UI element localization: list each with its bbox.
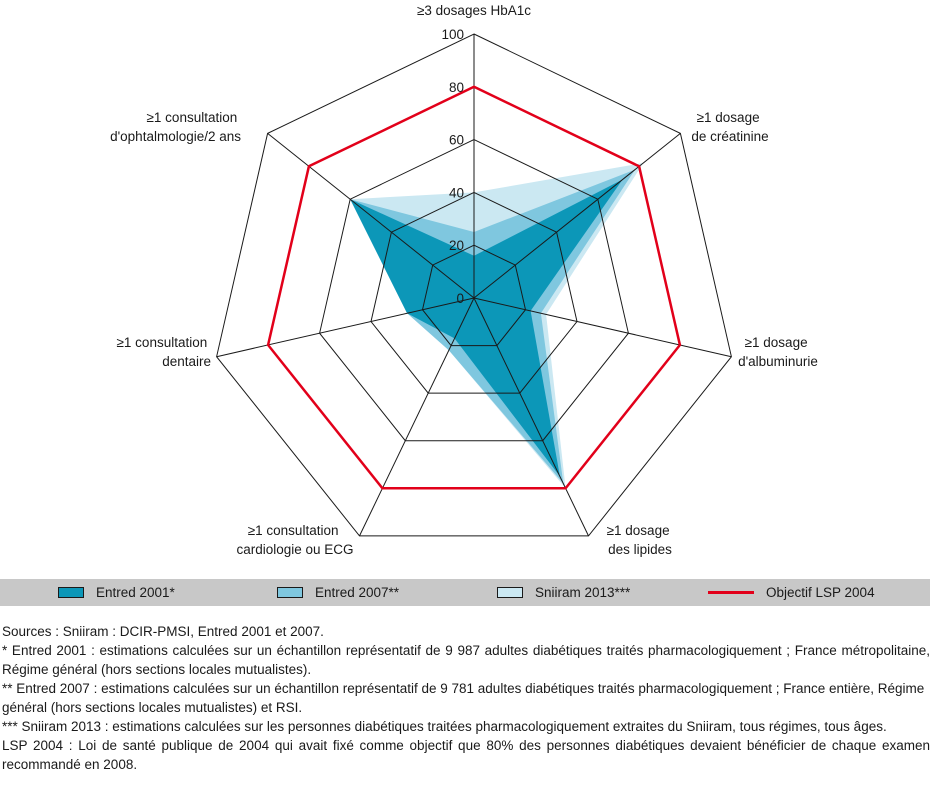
- note-sources: Sources : Sniiram : DCIR-PMSI, Entred 20…: [2, 624, 324, 639]
- grid-spoke-5: [216, 297, 475, 358]
- legend-swatch-entred-2001: [58, 587, 84, 598]
- note-entred-2001: * Entred 2001 : estimations calculées su…: [2, 643, 930, 677]
- axis-label-cardiologie: ≥1 consultation cardiologie ou ECG: [236, 523, 353, 557]
- legend-item-sniiram-2013: Sniiram 2013***: [497, 579, 630, 606]
- legend-swatch-entred-2007: [277, 587, 303, 598]
- axis-label-ophtalmologie: ≥1 consultation d'ophtalmologie/2 ans: [110, 110, 241, 144]
- legend-item-objectif-lsp: Objectif LSP 2004: [708, 579, 875, 606]
- grid-ring-20: [421, 244, 527, 347]
- note-sniiram-2013: *** Sniiram 2013 : estimations calculées…: [2, 719, 887, 734]
- grid-spoke-4: [359, 297, 475, 537]
- axis-label-lipides: ≥1 dosage des lipides: [607, 523, 674, 557]
- tick-label-20: 20: [449, 238, 464, 253]
- tick-label-100: 100: [441, 27, 464, 42]
- footnotes: Sources : Sniiram : DCIR-PMSI, Entred 20…: [2, 622, 930, 774]
- axis-labels: ≥3 dosages HbA1c ≥1 dosage de créatinine…: [110, 3, 818, 557]
- legend-label-entred-2001: Entred 2001*: [96, 585, 175, 600]
- radar-chart: 0 20 40 60 80 100 ≥3 dosages HbA1c ≥1 do…: [110, 3, 818, 557]
- note-entred-2007: ** Entred 2007 : estimations calculées s…: [2, 681, 925, 715]
- axis-label-albuminurie: ≥1 dosage d'albuminurie: [738, 335, 818, 369]
- legend-label-objectif-lsp: Objectif LSP 2004: [766, 585, 875, 600]
- axis-label-hba1c: ≥3 dosages HbA1c: [417, 3, 531, 18]
- grid-spoke-3: [473, 297, 589, 537]
- legend-item-entred-2007: Entred 2007**: [277, 579, 399, 606]
- note-lsp-2004: LSP 2004 : Loi de santé publique de 2004…: [2, 738, 930, 772]
- tick-label-60: 60: [449, 133, 464, 148]
- grid-spoke-2: [473, 297, 732, 358]
- target-line-objectif-lsp: [266, 85, 682, 490]
- grid-spoke-1: [473, 133, 681, 299]
- axis-label-dentaire: ≥1 consultation dentaire: [117, 335, 211, 369]
- legend-item-entred-2001: Entred 2001*: [58, 579, 175, 606]
- tick-label-0: 0: [456, 291, 464, 306]
- legend: Entred 2001* Entred 2007** Sniiram 2013*…: [0, 579, 930, 606]
- tick-label-80: 80: [449, 80, 464, 95]
- legend-label-entred-2007: Entred 2007**: [315, 585, 400, 600]
- grid-ring-100: [216, 33, 732, 537]
- series-areas: [350, 163, 644, 489]
- legend-label-sniiram-2013: Sniiram 2013***: [535, 585, 631, 600]
- grid-ring-40: [370, 191, 578, 394]
- tick-labels: 0 20 40 60 80 100: [441, 27, 464, 306]
- grid-ring-60: [319, 139, 629, 442]
- legend-swatch-sniiram-2013: [497, 587, 523, 598]
- legend-line-objectif-lsp: [708, 591, 754, 594]
- grid-spoke-6: [267, 133, 475, 299]
- tick-label-40: 40: [449, 185, 464, 200]
- radar-grid: [216, 33, 732, 537]
- axis-label-creatinine: ≥1 dosage de créatinine: [691, 110, 768, 144]
- target-line-group: [266, 85, 682, 490]
